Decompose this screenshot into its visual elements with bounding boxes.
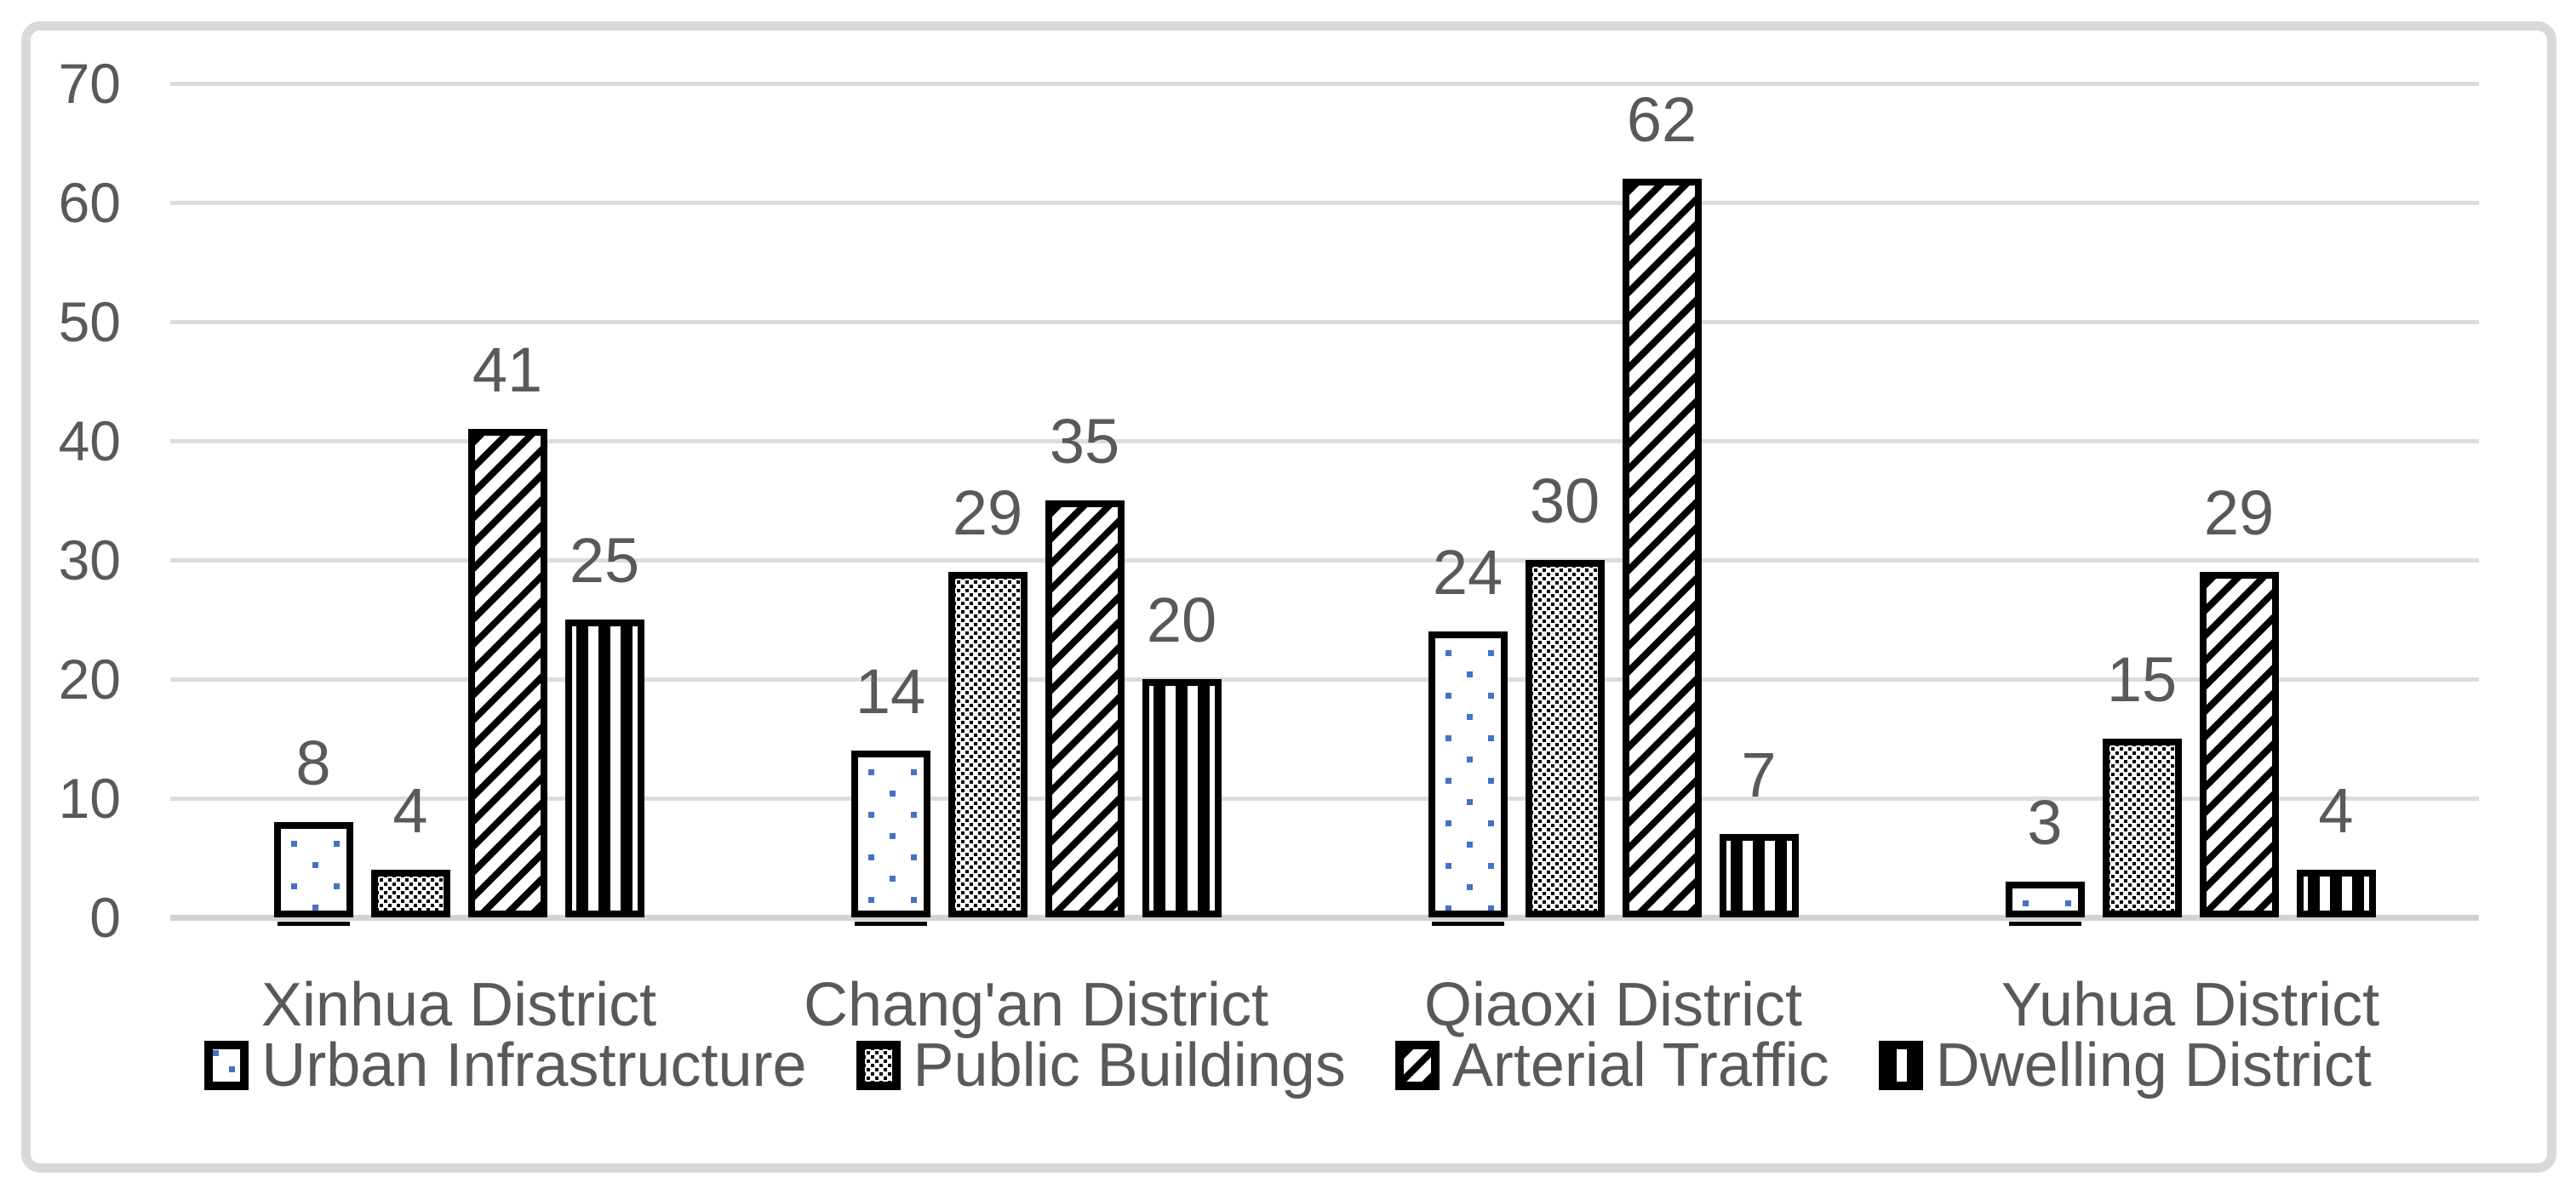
bar-dwelling-district-yuhua-district: 4 [2296,780,2376,917]
bar-arterial-traffic-xinhua-district: 41 [467,339,547,917]
x-axis-category-labels: Xinhua District Chang'an District Qiaoxi D… [170,970,2479,1041]
y-tick-label-30: 30 [58,528,121,591]
bar-urban-infrastructure-chang-an-district: 14 [850,660,930,926]
y-tick-label-40: 40 [58,409,121,472]
legend-swatch-sparse-blue-square-dots-icon [204,1041,249,1090]
bar-dwelling-district-xinhua-district: 25 [564,529,644,917]
bar-public-buildings-xinhua-district: 4 [370,780,450,917]
data-label-public-buildings-yuhua-district: 15 [2106,644,2178,715]
legend-item-arterial-traffic: Arterial Traffic [1394,1031,1829,1099]
data-label-arterial-traffic-xinhua-district: 41 [472,334,543,405]
data-label-dwelling-district-yuhua-district: 4 [2318,775,2354,846]
chart-frame [21,21,2556,1173]
legend-swatch-dense-black-square-dots-icon [856,1041,901,1090]
bar-group-chang-an-district: 14 29 35 20 [747,83,1325,926]
y-tick-label-0: 0 [89,886,121,949]
gridline-50 [170,320,2479,324]
y-tick-label-10: 10 [58,767,121,830]
gridline-40 [170,439,2479,443]
legend-swatch-diagonal-stripes-icon [1394,1041,1440,1090]
bar-group-xinhua-district: 8 4 41 25 [170,83,747,926]
y-tick-label-20: 20 [58,648,121,711]
bar-arterial-traffic-qiaoxi-district: 62 [1622,89,1702,917]
data-label-public-buildings-qiaoxi-district: 30 [1529,465,1600,536]
category-label-chang-an-district: Chang'an District [804,971,1268,1039]
data-label-public-buildings-xinhua-district: 4 [392,775,428,846]
bar-arterial-traffic-chang-an-district: 35 [1045,410,1125,917]
legend-swatch-vertical-stripes-icon [1878,1041,1923,1090]
y-tick-label-60: 60 [58,171,121,234]
bar-group-yuhua-district: 3 15 29 4 [1902,83,2479,926]
gridline-20 [170,677,2479,682]
data-label-arterial-traffic-yuhua-district: 29 [2203,477,2275,548]
bar-urban-infrastructure-qiaoxi-district: 24 [1428,541,1508,926]
data-label-public-buildings-chang-an-district: 29 [952,477,1023,548]
y-tick-label-70: 70 [58,52,121,115]
legend-label-dwelling-district: Dwelling District [1935,1031,2372,1099]
data-label-dwelling-district-xinhua-district: 25 [569,525,640,596]
bar-dwelling-district-qiaoxi-district: 7 [1719,744,1799,917]
bar-group-qiaoxi-district: 24 30 62 7 [1325,83,1902,926]
data-label-dwelling-district-qiaoxi-district: 7 [1741,740,1777,810]
data-label-urban-infrastructure-chang-an-district: 14 [855,656,926,727]
gridline-10 [170,797,2479,801]
legend-item-dwelling-district: Dwelling District [1878,1031,2372,1099]
legend-label-urban-infrastructure: Urban Infrastructure [261,1031,807,1099]
data-label-arterial-traffic-chang-an-district: 35 [1049,406,1120,477]
category-label-qiaoxi-district: Qiaoxi District [1423,971,1803,1039]
data-label-urban-infrastructure-yuhua-district: 3 [2027,787,2063,858]
data-label-urban-infrastructure-qiaoxi-district: 24 [1432,537,1503,608]
bar-public-buildings-qiaoxi-district: 30 [1525,470,1605,917]
gridline-70 [170,82,2479,86]
legend-label-arterial-traffic: Arterial Traffic [1451,1031,1829,1099]
bar-urban-infrastructure-xinhua-district: 8 [273,732,353,926]
data-label-arterial-traffic-qiaoxi-district: 62 [1626,84,1697,155]
legend: Urban Infrastructure Public Buildings Arte… [0,1035,2576,1096]
legend-item-public-buildings: Public Buildings [856,1035,1346,1096]
y-tick-label-50: 50 [58,290,121,353]
bar-public-buildings-yuhua-district: 15 [2102,648,2182,917]
bar-arterial-traffic-yuhua-district: 29 [2199,482,2279,917]
bar-dwelling-district-chang-an-district: 20 [1142,589,1222,917]
legend-item-urban-infrastructure: Urban Infrastructure [204,1031,807,1099]
data-label-dwelling-district-chang-an-district: 20 [1146,585,1217,655]
category-label-yuhua-district: Yuhua District [2001,971,2380,1039]
gridline-30 [170,558,2479,563]
gridline-60 [170,201,2479,205]
x-axis-line [170,915,2479,921]
data-label-urban-infrastructure-xinhua-district: 8 [295,728,331,798]
legend-label-public-buildings: Public Buildings [913,1031,1346,1099]
plot-area: 8 4 41 25 14 29 35 20 24 30 62 7 3 15 29 4 [170,82,2479,926]
category-label-xinhua-district: Xinhua District [260,971,657,1039]
bar-urban-infrastructure-yuhua-district: 3 [2005,791,2085,926]
bar-public-buildings-chang-an-district: 29 [947,482,1028,917]
